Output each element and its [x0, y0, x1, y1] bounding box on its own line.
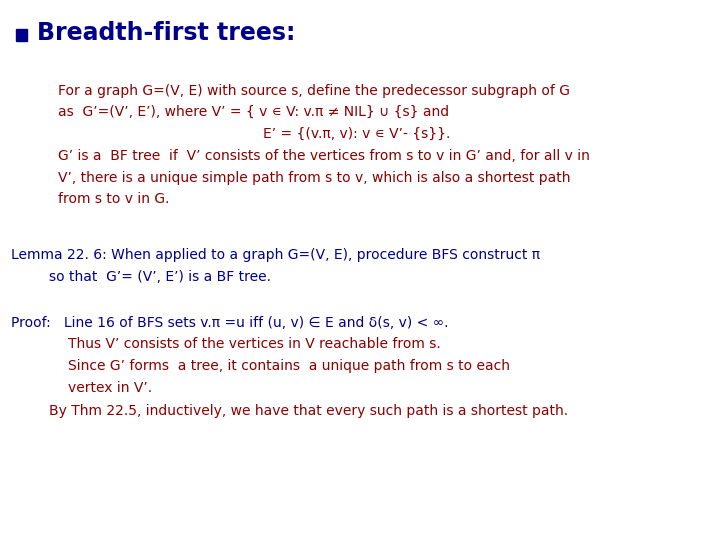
Text: Lemma 22. 6: When applied to a graph G=(V, E), procedure BFS construct π: Lemma 22. 6: When applied to a graph G=(… — [11, 248, 540, 262]
Text: vertex in V’.: vertex in V’. — [68, 381, 153, 395]
Text: so that  G’= (V’, E’) is a BF tree.: so that G’= (V’, E’) is a BF tree. — [49, 270, 271, 284]
Bar — [16, 29, 27, 40]
Text: By Thm 22.5, inductively, we have that every such path is a shortest path.: By Thm 22.5, inductively, we have that e… — [49, 404, 568, 418]
Text: from s to v in G.: from s to v in G. — [58, 192, 169, 206]
Text: as  G’=(V’, E’), where V’ = { v ∊ V: v.π ≠ NIL} ∪ {s} and: as G’=(V’, E’), where V’ = { v ∊ V: v.π … — [58, 105, 449, 119]
Text: Since G’ forms  a tree, it contains  a unique path from s to each: Since G’ forms a tree, it contains a uni… — [68, 359, 510, 373]
Text: Thus V’ consists of the vertices in V reachable from s.: Thus V’ consists of the vertices in V re… — [68, 338, 441, 352]
Text: V’, there is a unique simple path from s to v, which is also a shortest path: V’, there is a unique simple path from s… — [58, 171, 570, 185]
Text: Breadth-first trees:: Breadth-first trees: — [37, 22, 296, 45]
Text: E’ = {(v.π, v): v ∊ V’- {s}}.: E’ = {(v.π, v): v ∊ V’- {s}}. — [263, 127, 450, 141]
Text: For a graph G=(V, E) with source s, define the predecessor subgraph of G: For a graph G=(V, E) with source s, defi… — [58, 84, 570, 98]
Text: G’ is a  BF tree  if  V’ consists of the vertices from s to v in G’ and, for all: G’ is a BF tree if V’ consists of the ve… — [58, 149, 590, 163]
Text: Proof:   Line 16 of BFS sets v.π =u iff (u, v) ∈ E and δ(s, v) < ∞.: Proof: Line 16 of BFS sets v.π =u iff (u… — [11, 316, 449, 330]
